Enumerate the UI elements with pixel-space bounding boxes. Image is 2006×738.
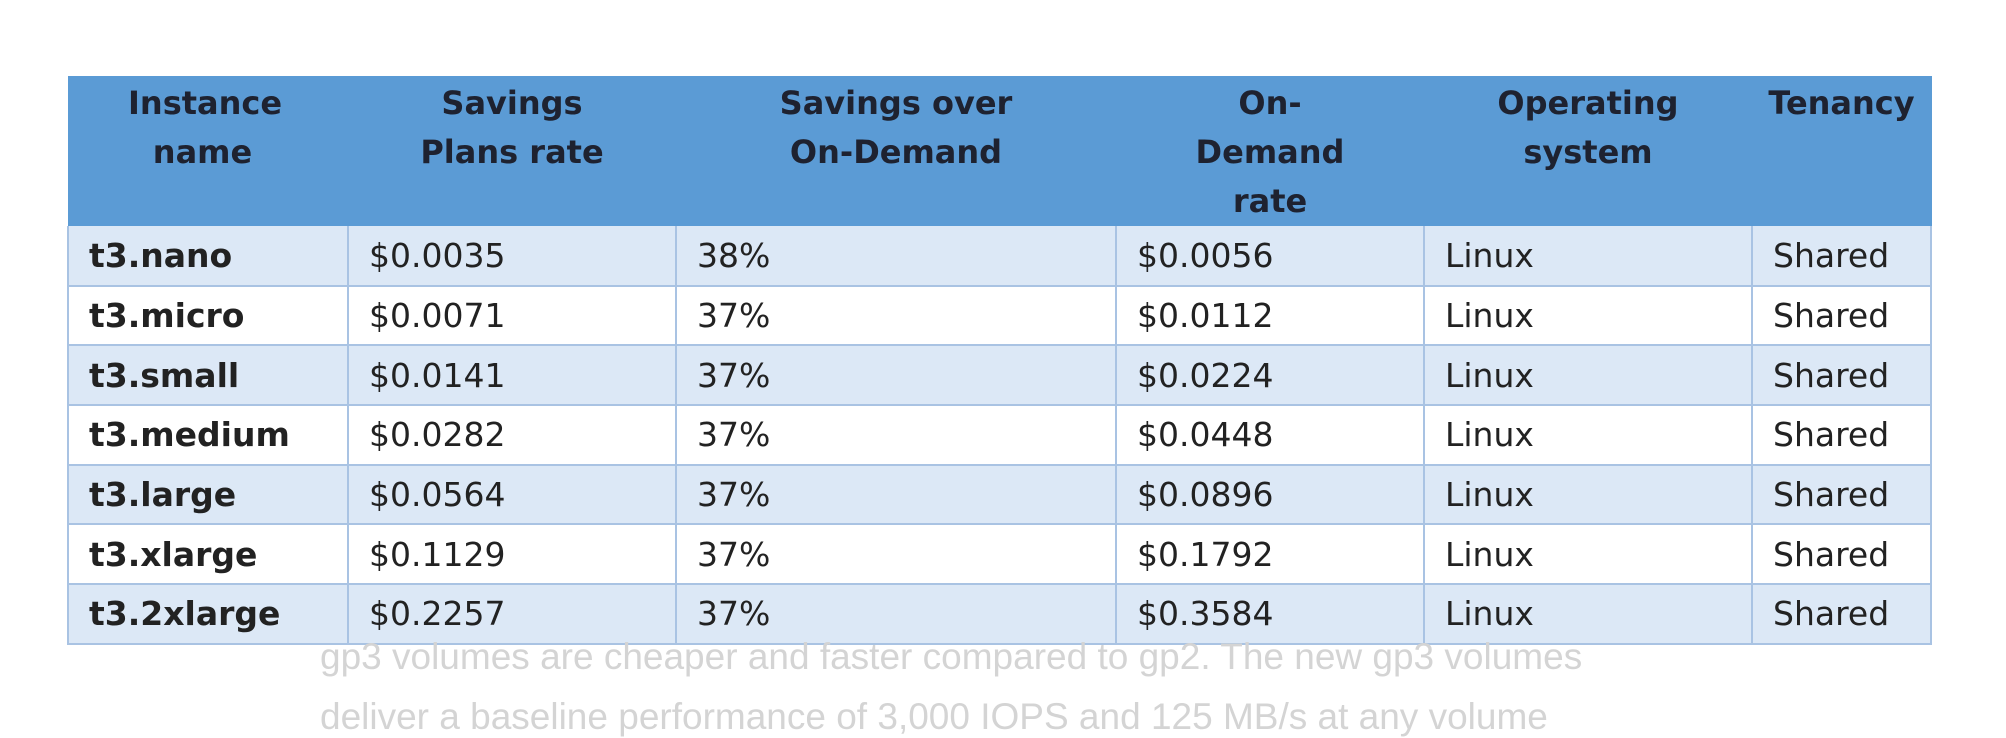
cell-tenancy: Shared xyxy=(1752,226,1932,287)
cell-operating-system: Linux xyxy=(1424,405,1753,466)
cell-savings-over-on-demand: 37% xyxy=(676,345,1117,407)
header-on-demand-rate: On-Demand rate xyxy=(1116,76,1425,226)
cell-operating-system: Linux xyxy=(1424,226,1753,287)
cell-savings-over-on-demand: 37% xyxy=(676,405,1117,466)
cell-instance-name: t3.nano xyxy=(67,226,349,287)
table-row: t3.micro $0.0071 37% $0.0112 Linux Share… xyxy=(67,285,1932,347)
cell-operating-system: Linux xyxy=(1424,345,1753,407)
cell-tenancy: Shared xyxy=(1752,345,1932,407)
table-row: t3.xlarge $0.1129 37% $0.1792 Linux Shar… xyxy=(67,524,1932,586)
cell-savings-plans-rate: $0.0282 xyxy=(348,405,677,466)
cell-tenancy: Shared xyxy=(1752,584,1932,645)
cell-on-demand-rate: $0.0056 xyxy=(1116,226,1425,287)
cell-instance-name: t3.medium xyxy=(67,405,349,466)
table-row: t3.medium $0.0282 37% $0.0448 Linux Shar… xyxy=(67,405,1932,466)
cell-savings-plans-rate: $0.0071 xyxy=(348,285,677,347)
cell-on-demand-rate: $0.1792 xyxy=(1116,524,1425,586)
header-operating-system: Operating system xyxy=(1424,76,1753,226)
cell-tenancy: Shared xyxy=(1752,285,1932,347)
cell-instance-name: t3.large xyxy=(67,464,349,526)
header-instance-name: Instance name xyxy=(68,76,349,226)
cell-savings-over-on-demand: 38% xyxy=(676,226,1117,287)
cell-instance-name: t3.micro xyxy=(67,285,349,347)
header-savings-over-on-demand: Savings over On-Demand xyxy=(676,76,1117,226)
cell-on-demand-rate: $0.0112 xyxy=(1116,285,1425,347)
cell-on-demand-rate: $0.0224 xyxy=(1116,345,1425,407)
table-row: t3.small $0.0141 37% $0.0224 Linux Share… xyxy=(67,345,1932,407)
table-header-row: Instance name Savings Plans rate Savings… xyxy=(68,76,1932,226)
cell-savings-plans-rate: $0.0141 xyxy=(348,345,677,407)
cell-savings-over-on-demand: 37% xyxy=(676,285,1117,347)
cell-savings-plans-rate: $0.2257 xyxy=(348,584,677,645)
cell-on-demand-rate: $0.0448 xyxy=(1116,405,1425,466)
cell-instance-name: t3.small xyxy=(67,345,349,407)
cell-operating-system: Linux xyxy=(1424,285,1753,347)
pricing-table: Instance name Savings Plans rate Savings… xyxy=(67,76,1932,645)
cell-on-demand-rate: $0.3584 xyxy=(1116,584,1425,645)
cell-instance-name: t3.2xlarge xyxy=(67,584,349,645)
cell-savings-over-on-demand: 37% xyxy=(676,524,1117,586)
cell-savings-plans-rate: $0.0035 xyxy=(348,226,677,287)
table-row: t3.2xlarge $0.2257 37% $0.3584 Linux Sha… xyxy=(67,584,1932,645)
cell-savings-plans-rate: $0.0564 xyxy=(348,464,677,526)
table-row: t3.nano $0.0035 38% $0.0056 Linux Shared xyxy=(67,226,1932,287)
cell-operating-system: Linux xyxy=(1424,524,1753,586)
cell-savings-over-on-demand: 37% xyxy=(676,464,1117,526)
cell-on-demand-rate: $0.0896 xyxy=(1116,464,1425,526)
cell-savings-plans-rate: $0.1129 xyxy=(348,524,677,586)
header-tenancy: Tenancy xyxy=(1752,76,1932,226)
header-savings-plans-rate: Savings Plans rate xyxy=(348,76,677,226)
cell-tenancy: Shared xyxy=(1752,464,1932,526)
cell-operating-system: Linux xyxy=(1424,464,1753,526)
cell-tenancy: Shared xyxy=(1752,405,1932,466)
article-text-line: deliver a baseline performance of 3,000 … xyxy=(320,696,1548,737)
cell-savings-over-on-demand: 37% xyxy=(676,584,1117,645)
table-row: t3.large $0.0564 37% $0.0896 Linux Share… xyxy=(67,464,1932,526)
cell-operating-system: Linux xyxy=(1424,584,1753,645)
cell-tenancy: Shared xyxy=(1752,524,1932,586)
cell-instance-name: t3.xlarge xyxy=(67,524,349,586)
pricing-table-container: Instance name Savings Plans rate Savings… xyxy=(67,76,1932,645)
article-text-line: gp3 volumes are cheaper and faster compa… xyxy=(320,636,1583,677)
